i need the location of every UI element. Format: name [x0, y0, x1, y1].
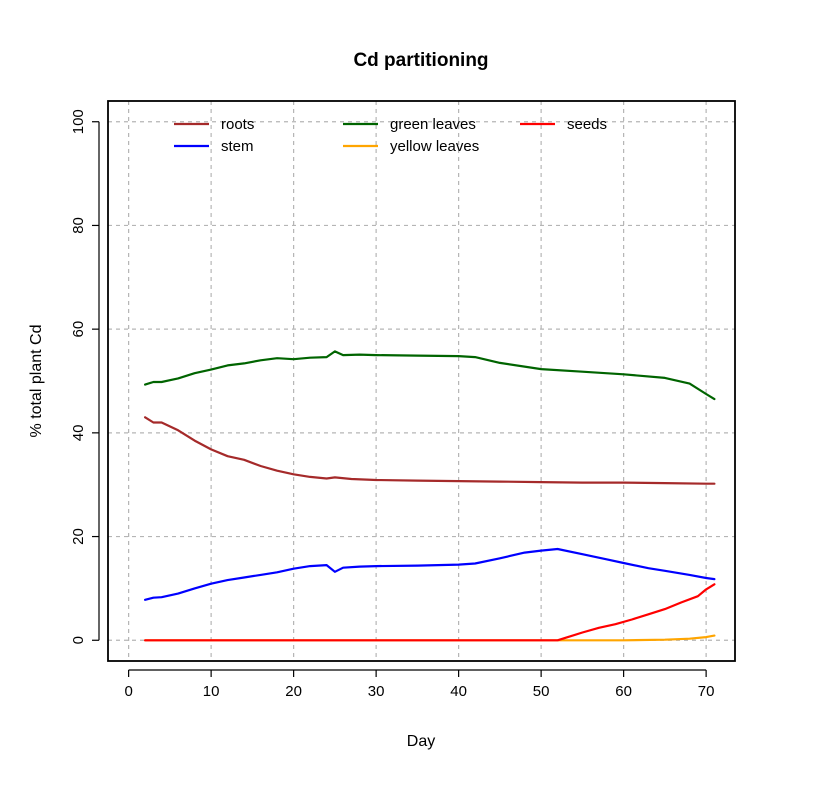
- legend-item-green-leaves: green leaves: [343, 116, 476, 133]
- x-tick-label: 0: [124, 683, 132, 700]
- legend-label: roots: [221, 116, 254, 133]
- legend-label: yellow leaves: [390, 138, 479, 155]
- y-axis: 0 20 40 60 80 100: [70, 109, 100, 644]
- legend: roots green leaves seeds stem yellow leaves: [174, 116, 607, 155]
- legend-label: stem: [221, 138, 254, 155]
- chart-title: Cd partitioning: [353, 50, 488, 71]
- y-tick-label: 20: [70, 528, 87, 545]
- x-tick-label: 60: [615, 683, 632, 700]
- series-line-seeds: [144, 583, 716, 642]
- legend-item-roots: roots: [174, 116, 254, 133]
- series-line-roots: [144, 416, 716, 485]
- grid: [108, 101, 735, 661]
- legend-item-stem: stem: [174, 138, 254, 155]
- legend-item-yellow-leaves: yellow leaves: [343, 138, 479, 155]
- x-tick-label: 50: [533, 683, 550, 700]
- x-tick-label: 70: [698, 683, 715, 700]
- y-tick-label: 80: [70, 217, 87, 234]
- x-axis: 0 10 20 30 40 50 60 70: [124, 669, 715, 700]
- series-line-green-leaves: [144, 350, 716, 401]
- x-tick-label: 30: [368, 683, 385, 700]
- x-axis-label: Day: [407, 733, 435, 750]
- legend-item-seeds: seeds: [520, 116, 607, 133]
- y-axis-label: % total plant Cd: [28, 325, 45, 438]
- legend-label: green leaves: [390, 116, 476, 133]
- x-tick-label: 40: [450, 683, 467, 700]
- legend-label: seeds: [567, 116, 607, 133]
- y-tick-label: 60: [70, 321, 87, 338]
- series-line-stem: [144, 547, 716, 601]
- y-tick-label: 100: [70, 109, 87, 134]
- x-tick-label: 20: [285, 683, 302, 700]
- series-group: [144, 350, 716, 642]
- x-tick-label: 10: [203, 683, 220, 700]
- y-tick-label: 0: [70, 636, 87, 644]
- plot-area-frame: [107, 100, 736, 662]
- y-tick-label: 40: [70, 425, 87, 442]
